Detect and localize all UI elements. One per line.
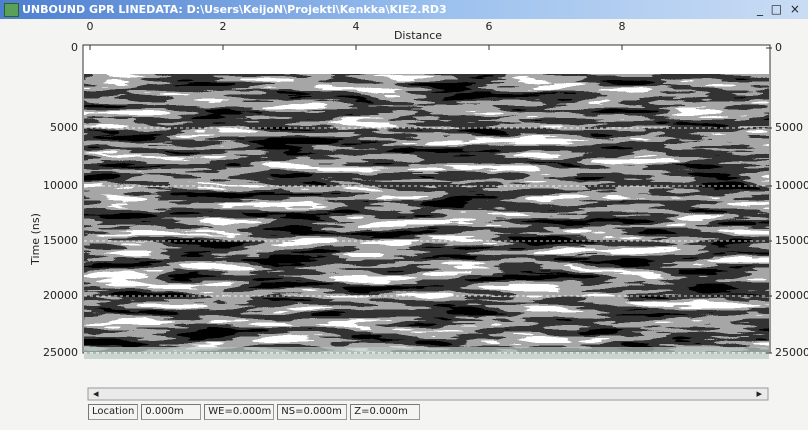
status-field: NS=0.000m [277,404,348,420]
horizontal-scrollbar[interactable] [87,387,769,401]
radargram-view: Distance Time (ns) ◂ ▸ 0 2 4 6 8 0 5000 10000 15… [29,20,808,401]
status-field: Location [88,404,139,420]
left-time-tick-label: 5000 [50,121,78,134]
distance-tick-label: 8 [619,20,626,33]
distance-tick-label: 0 [87,20,94,33]
title-bar: UNBOUND GPR LINEDATA: D:\Users\KeijoN\Pr… [0,0,808,19]
status-field: 0.000m [141,404,202,420]
right-time-tick-label: 15000 [775,234,808,247]
right-time-tick-label: 25000 [775,346,808,359]
radargram-image [84,74,769,352]
distance-tick-label: 6 [486,20,493,33]
status-field: Z=0.000m [350,404,421,420]
right-time-tick-label: 10000 [775,179,808,192]
scroll-right[interactable]: ▸ [756,387,762,400]
scroll-left[interactable]: ◂ [93,387,99,400]
right-time-tick-label: 0 [775,41,782,54]
left-time-tick-label: 20000 [43,289,78,302]
app-icon [4,3,19,17]
distance-tick-label: 4 [353,20,360,33]
y-axis-label: Time (ns) [29,213,42,266]
status-field: WE=0.000m [204,404,275,420]
status-bar: Location 0.000m WE=0.000m NS=0.000m Z=0.000m [88,404,770,420]
left-time-tick-label: 15000 [43,234,78,247]
left-time-tick-label: 25000 [43,346,78,359]
window-title: UNBOUND GPR LINEDATA: D:\Users\KeijoN\Pr… [22,3,447,16]
right-time-tick-label: 20000 [775,289,808,302]
left-time-tick-label: 10000 [43,179,78,192]
right-time-tick-label: 5000 [775,121,803,134]
left-time-tick-label: 0 [71,41,78,54]
window-controls[interactable]: _ □ × [756,2,802,16]
distance-tick-label: 2 [220,20,227,33]
x-axis-label: Distance [394,29,442,42]
